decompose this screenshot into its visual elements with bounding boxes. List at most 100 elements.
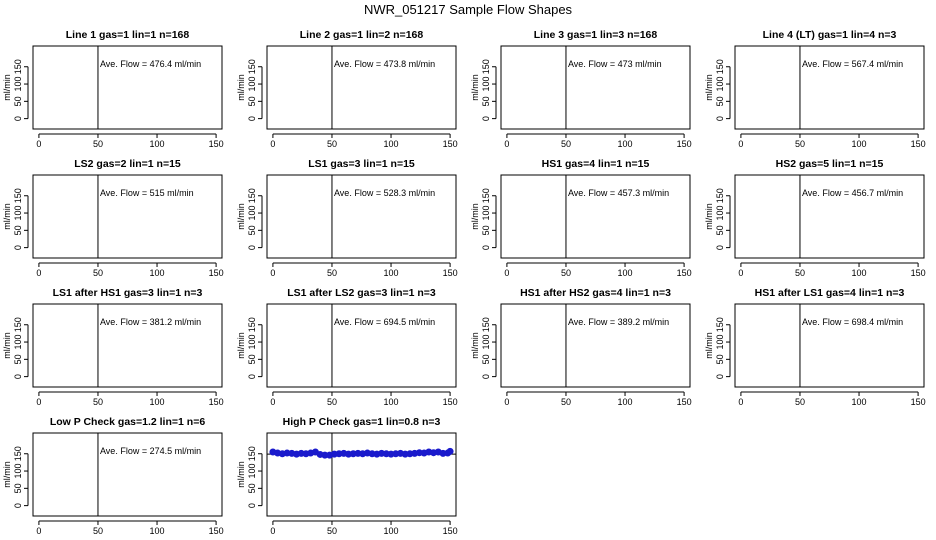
plot-frame	[500, 174, 691, 259]
panel: HS1 gas=4 lin=1 n=150 50 100 150050100150ml…	[470, 158, 692, 278]
x-tick-label: 0	[738, 397, 743, 407]
ave-flow-annotation: Ave. Flow = 473.8 ml/min	[334, 59, 435, 69]
y-tick-label: 50	[715, 354, 725, 364]
x-tick-label: 50	[561, 139, 571, 149]
x-tick-label: 150	[911, 139, 926, 149]
x-tick-label: 50	[561, 268, 571, 278]
panel-title: Line 2 gas=1 lin=2 n=168	[300, 29, 424, 41]
panel: High P Check gas=1 lin=0.8 n=3 0 50 100 150 0…	[236, 416, 458, 536]
x-tick-label: 100	[384, 526, 399, 536]
ave-flow-annotation: Ave. Flow = 389.2 ml/min	[568, 317, 669, 327]
y-axis-label: ml/min	[236, 74, 246, 101]
figure-title: NWR_051217 Sample Flow Shapes	[364, 2, 573, 17]
ave-flow-annotation: Ave. Flow = 473 ml/min	[568, 59, 662, 69]
y-axis-label: ml/min	[236, 203, 246, 230]
y-tick-label: 150	[247, 188, 257, 203]
x-tick-label: 0	[270, 268, 275, 278]
y-tick-label: 50	[247, 354, 257, 364]
y-tick-label: 150	[13, 317, 23, 332]
y-tick-label: 50	[481, 225, 491, 235]
x-tick-label: 100	[852, 397, 867, 407]
x-tick-label: 0	[504, 397, 509, 407]
y-tick-label: 100	[247, 206, 257, 221]
y-tick-label: 100	[247, 335, 257, 350]
y-tick-label: 0	[13, 245, 23, 250]
x-tick-label: 150	[677, 268, 692, 278]
x-tick-label: 100	[618, 397, 633, 407]
x-tick-label: 100	[150, 139, 165, 149]
x-tick-label: 150	[209, 268, 224, 278]
panel-title: Line 3 gas=1 lin=3 n=168	[534, 29, 658, 41]
plot-frame	[266, 303, 457, 388]
y-axis-label: ml/min	[2, 461, 12, 488]
y-tick-label: 50	[13, 483, 23, 493]
y-tick-label: 150	[13, 446, 23, 461]
y-tick-label: 150	[715, 188, 725, 203]
x-tick-label: 150	[677, 397, 692, 407]
panel: Line 2 gas=1 lin=2 n=168 0 50 100 150 0 50 100 1…	[236, 29, 458, 149]
y-tick-label: 100	[481, 77, 491, 92]
x-tick-label: 0	[36, 139, 41, 149]
panel-title: LS2 gas=2 lin=1 n=15	[74, 158, 181, 170]
panel-title: Line 4 (LT) gas=1 lin=4 n=3	[763, 29, 897, 41]
y-tick-label: 0	[247, 245, 257, 250]
panel: Line 4 (LT) gas=1 lin=4 n=3 0 50 100 150 0 50 1…	[704, 29, 926, 149]
y-axis-label: ml/min	[704, 74, 714, 101]
ave-flow-annotation: Ave. Flow = 274.5 ml/min	[100, 446, 201, 456]
x-tick-label: 150	[209, 397, 224, 407]
y-tick-label: 150	[481, 188, 491, 203]
y-tick-label: 0	[13, 374, 23, 379]
plot-frame	[32, 432, 223, 517]
x-tick-label: 150	[443, 268, 458, 278]
y-tick-label: 50	[481, 96, 491, 106]
y-tick-label: 100	[13, 335, 23, 350]
x-tick-label: 50	[327, 526, 337, 536]
y-tick-label: 100	[13, 206, 23, 221]
y-tick-label: 0	[13, 116, 23, 121]
y-axis-label: ml/min	[704, 332, 714, 359]
x-tick-label: 50	[93, 526, 103, 536]
panel: LS1 gas=3 lin=1 n=150 50 100 150050100150ml…	[236, 158, 458, 278]
x-tick-label: 150	[443, 526, 458, 536]
ave-flow-annotation: Ave. Flow = 381.2 ml/min	[100, 317, 201, 327]
y-axis-label: ml/min	[2, 332, 12, 359]
y-axis-label: ml/min	[236, 332, 246, 359]
panel-title: HS1 after LS1 gas=4 lin=1 n=3	[755, 287, 905, 299]
y-tick-label: 50	[13, 225, 23, 235]
y-tick-label: 100	[247, 77, 257, 92]
x-tick-label: 0	[36, 397, 41, 407]
y-tick-label: 150	[715, 59, 725, 74]
plot-frame	[266, 432, 457, 517]
x-tick-label: 50	[327, 139, 337, 149]
x-tick-label: 150	[677, 139, 692, 149]
ave-flow-annotation: Ave. Flow = 457.3 ml/min	[568, 188, 669, 198]
y-axis-label: ml/min	[2, 203, 12, 230]
y-tick-label: 50	[715, 225, 725, 235]
y-axis-label: ml/min	[470, 332, 480, 359]
panel-title: LS1 after LS2 gas=3 lin=1 n=3	[287, 287, 436, 299]
x-tick-label: 0	[738, 268, 743, 278]
plot-frame	[734, 303, 925, 388]
plot-frame	[32, 303, 223, 388]
panel-title: HS1 gas=4 lin=1 n=15	[542, 158, 650, 170]
x-tick-label: 100	[150, 526, 165, 536]
panel-title: LS1 gas=3 lin=1 n=15	[308, 158, 415, 170]
panel-title: Low P Check gas=1.2 lin=1 n=6	[50, 416, 205, 428]
plot-frame	[500, 303, 691, 388]
y-tick-label: 0	[481, 116, 491, 121]
y-tick-label: 150	[247, 317, 257, 332]
x-tick-label: 100	[384, 268, 399, 278]
ave-flow-annotation: Ave. Flow = 476.4 ml/min	[100, 59, 201, 69]
panel: HS1 after HS2 gas=4 lin=1 n=3 0 50 100 150 0 5…	[470, 287, 692, 407]
y-tick-label: 0	[247, 503, 257, 508]
x-tick-label: 0	[504, 139, 509, 149]
x-tick-label: 100	[852, 139, 867, 149]
y-tick-label: 0	[715, 116, 725, 121]
plot-frame	[266, 174, 457, 259]
x-tick-label: 50	[327, 268, 337, 278]
y-tick-label: 150	[13, 188, 23, 203]
plot-frame	[32, 45, 223, 130]
y-axis-label: ml/min	[2, 74, 12, 101]
panel-title: LS1 after HS1 gas=3 lin=1 n=3	[53, 287, 203, 299]
panel-title: Line 1 gas=1 lin=1 n=168	[66, 29, 190, 41]
